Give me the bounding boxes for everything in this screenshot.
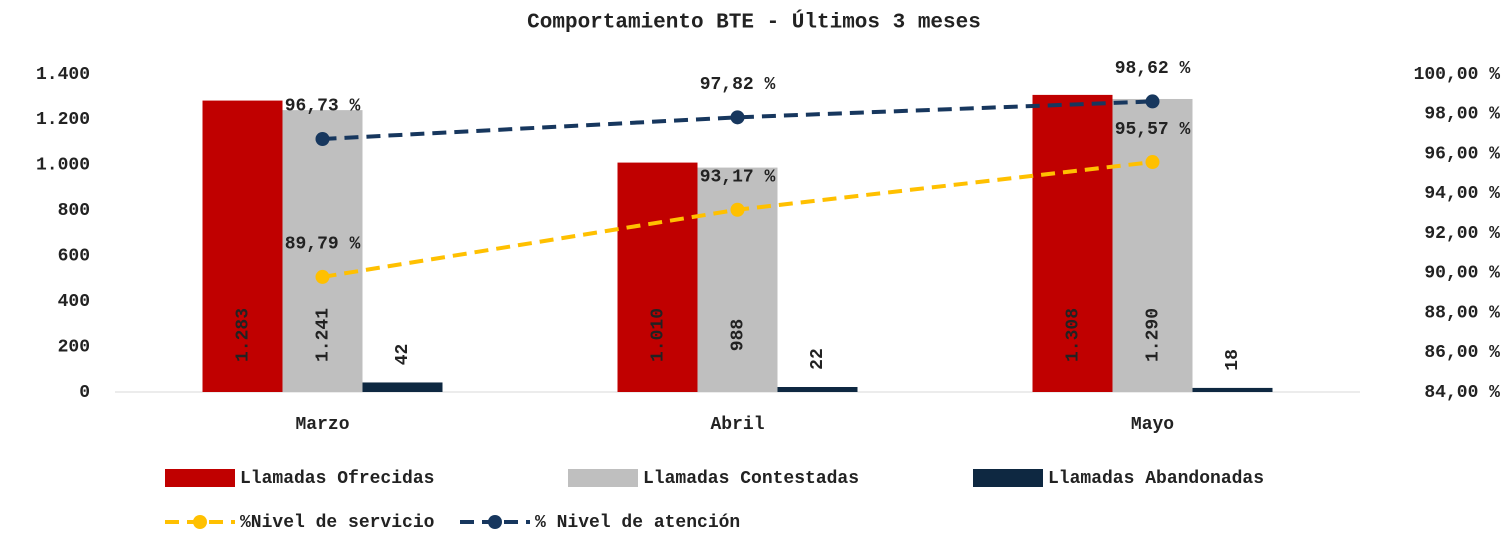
- bar-value-label: 1.241: [313, 308, 333, 362]
- y2-tick-label: 98,00 %: [1424, 105, 1500, 125]
- y-tick-label: 200: [58, 337, 90, 357]
- line-value-label: 93,17 %: [700, 167, 776, 187]
- legend-marker: [193, 515, 207, 529]
- legend-swatch: [973, 469, 1043, 487]
- legend-label: Llamadas Ofrecidas: [240, 469, 434, 489]
- y-tick-label: 1.400: [36, 65, 90, 85]
- x-tick-label: Marzo: [295, 415, 349, 435]
- x-tick-label: Mayo: [1131, 415, 1174, 435]
- y2-tick-label: 84,00 %: [1424, 383, 1500, 403]
- y-tick-label: 800: [58, 201, 90, 221]
- chart-title: Comportamiento BTE - Últimos 3 meses: [527, 11, 981, 35]
- legend-label: Llamadas Contestadas: [643, 469, 859, 489]
- legend-label: %Nivel de servicio: [240, 513, 434, 533]
- y2-tick-label: 88,00 %: [1424, 303, 1500, 323]
- bar: [362, 382, 443, 392]
- legend-label: % Nivel de atención: [535, 513, 740, 533]
- line-marker: [315, 131, 330, 146]
- y-tick-label: 1.000: [36, 156, 90, 176]
- line-value-label: 95,57 %: [1115, 120, 1191, 140]
- legend-swatch: [165, 469, 235, 487]
- bar: [1112, 98, 1193, 392]
- line-marker: [1145, 94, 1160, 109]
- line: [322, 99, 1153, 141]
- line-marker: [730, 202, 745, 217]
- bar: [617, 162, 698, 392]
- bar-value-label: 1.283: [233, 308, 253, 362]
- bar: [697, 167, 778, 392]
- line-value-label: 98,62 %: [1115, 59, 1191, 79]
- bar: [1032, 94, 1113, 392]
- legend-label: Llamadas Abandonadas: [1048, 469, 1264, 489]
- bar: [282, 110, 363, 392]
- y2-tick-label: 94,00 %: [1424, 184, 1500, 204]
- y-tick-label: 600: [58, 246, 90, 266]
- y2-tick-label: 96,00 %: [1424, 144, 1500, 164]
- y2-tick-label: 90,00 %: [1424, 264, 1500, 284]
- bar: [1192, 387, 1273, 392]
- line-marker: [730, 110, 745, 125]
- y2-tick-label: 86,00 %: [1424, 343, 1500, 363]
- bar-value-label: 988: [728, 319, 748, 351]
- bar-value-label: 42: [393, 344, 413, 366]
- bar: [202, 100, 283, 392]
- bar-value-label: 1.290: [1143, 308, 1163, 362]
- bar-value-label: 1.010: [648, 308, 668, 362]
- line-value-label: 97,82 %: [700, 75, 776, 95]
- legend-marker: [488, 515, 502, 529]
- x-tick-label: Abril: [710, 415, 764, 435]
- bar-value-label: 18: [1223, 349, 1243, 371]
- legend-swatch: [568, 469, 638, 487]
- y2-tick-label: 100,00 %: [1414, 65, 1501, 85]
- line-marker: [315, 269, 330, 284]
- y2-tick-label: 92,00 %: [1424, 224, 1500, 244]
- y-tick-label: 1.200: [36, 110, 90, 130]
- line-value-label: 96,73 %: [285, 97, 361, 117]
- line-marker: [1145, 155, 1160, 170]
- y-tick-label: 400: [58, 292, 90, 312]
- bar-value-label: 1.308: [1063, 308, 1083, 362]
- line-value-label: 89,79 %: [285, 235, 361, 255]
- bar: [777, 387, 858, 392]
- bar-value-label: 22: [808, 348, 828, 370]
- y-tick-label: 0: [79, 383, 90, 403]
